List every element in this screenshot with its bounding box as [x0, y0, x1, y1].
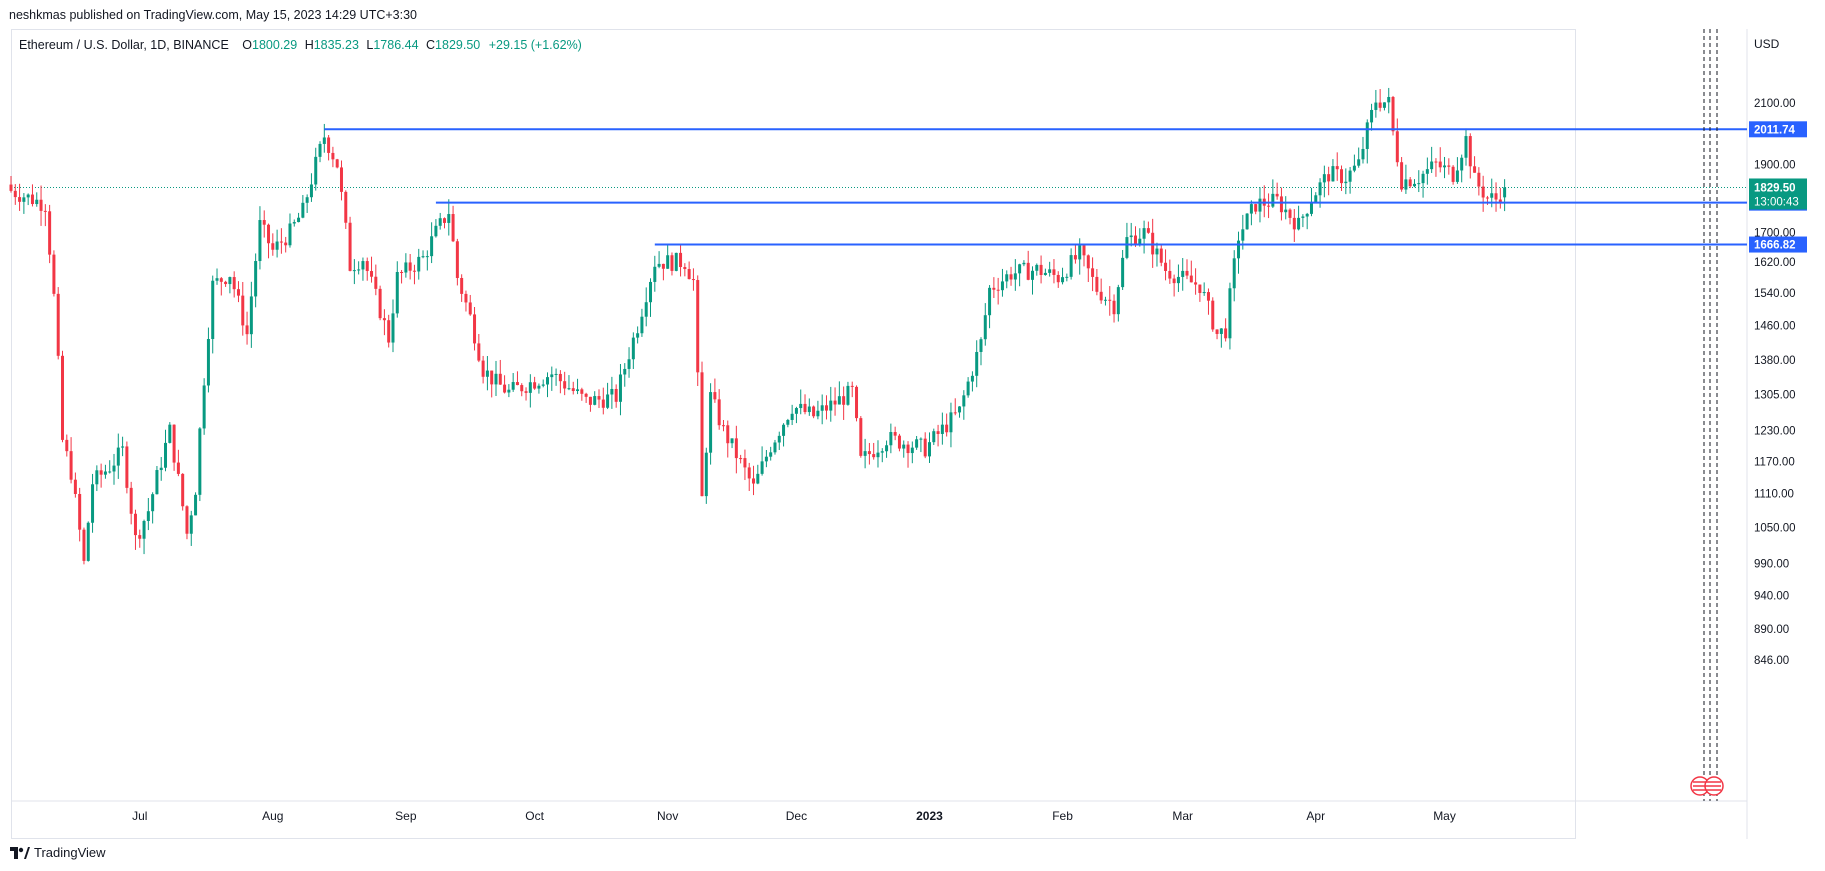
- currency-label: USD: [1754, 37, 1780, 51]
- open-label: O: [242, 38, 253, 52]
- price-tick-label: 846.00: [1754, 655, 1789, 667]
- tradingview-brand: TradingView: [34, 845, 106, 860]
- high-value: 1835.23: [313, 38, 359, 52]
- close-label: C: [426, 38, 436, 52]
- tradingview-icon: [10, 846, 30, 859]
- last-price-tag: [1749, 178, 1807, 210]
- symbol-title: Ethereum / U.S. Dollar, 1D, BINANCE: [19, 38, 229, 52]
- price-tags: 2011.74 1784.81 1666.82 1829.50 13:00:43: [1749, 121, 1807, 253]
- price-tick-label: 890.00: [1754, 624, 1789, 636]
- level-price-tag: [1749, 236, 1807, 253]
- price-tick-label: 1620.00: [1754, 257, 1796, 269]
- level-price-tag-label: 2011.74: [1754, 124, 1796, 136]
- high-label: H: [304, 38, 314, 52]
- low-label: L: [366, 38, 374, 52]
- price-tick-label: 1700.00: [1754, 227, 1796, 239]
- price-tick-label: 1540.00: [1754, 288, 1796, 300]
- last-price-tag-label: 1829.50: [1754, 182, 1796, 194]
- level-price-tag: [1749, 194, 1807, 211]
- tradingview-logo[interactable]: TradingView: [10, 845, 106, 860]
- price-tick-label: 1900.00: [1754, 159, 1796, 171]
- level-price-tag-label: 1784.81: [1754, 198, 1796, 210]
- price-tick-label: 1230.00: [1754, 426, 1796, 438]
- price-tick-label: 2100.00: [1754, 98, 1796, 110]
- session-separators: [1703, 29, 1718, 801]
- price-tick-label: 1170.00: [1754, 456, 1795, 468]
- chart-frame[interactable]: [11, 29, 1576, 839]
- price-tick-label: 1110.00: [1754, 489, 1794, 501]
- close-value: 1829.50: [435, 38, 481, 52]
- price-tick-label: 990.00: [1754, 559, 1789, 571]
- price-tick-label: 940.00: [1754, 590, 1789, 602]
- low-value: 1786.44: [373, 38, 419, 52]
- price-tick-label: 1050.00: [1754, 523, 1796, 535]
- open-value: 1800.29: [252, 38, 298, 52]
- level-price-tag: [1749, 121, 1807, 138]
- flag-icon: [1690, 776, 1724, 796]
- countdown-label: 13:00:43: [1754, 196, 1799, 208]
- change-value: +29.15 (+1.62%): [488, 38, 582, 52]
- price-tick-label: 1305.00: [1754, 389, 1796, 401]
- price-axis-ticks: 2100.00 1900.00 1700.00 1620.00 1540.00 1460.…: [1754, 98, 1796, 667]
- publish-info: neshkmas published on TradingView.com, M…: [9, 8, 418, 22]
- price-tick-label: 1380.00: [1754, 355, 1796, 367]
- level-price-tag-label: 1666.82: [1754, 240, 1796, 252]
- price-tick-label: 1460.00: [1754, 321, 1796, 333]
- ohlc-legend: Ethereum / U.S. Dollar, 1D, BINANCE O180…: [19, 38, 582, 52]
